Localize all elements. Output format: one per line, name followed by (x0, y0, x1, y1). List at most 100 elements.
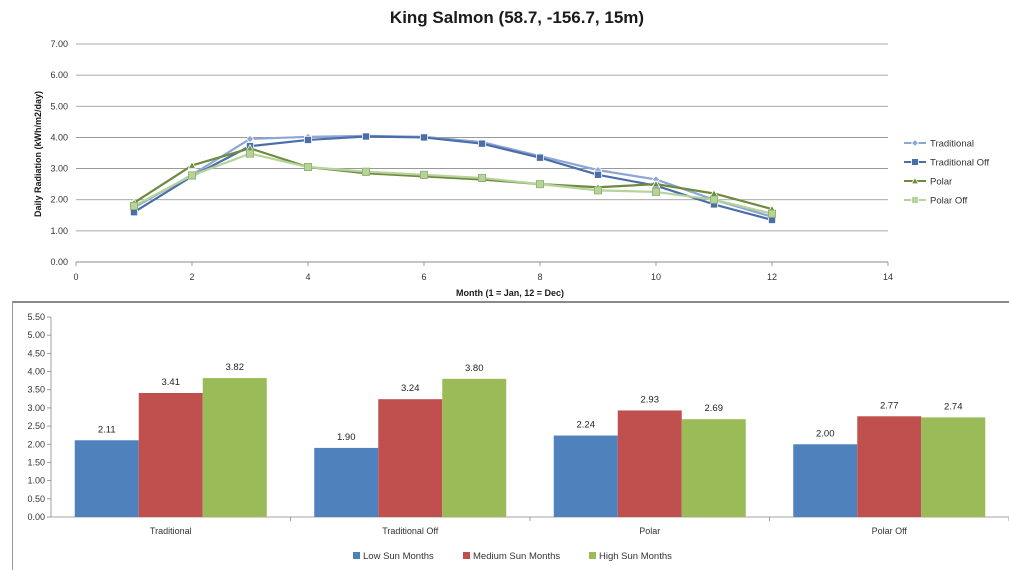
line-legend-marker (911, 158, 919, 166)
line-chart-x-axis-label: Month (1 = Jan, 12 = Dec) (456, 288, 564, 298)
bar-chart-category-label: Traditional (150, 526, 192, 536)
line-legend-entry: Traditional (904, 139, 974, 150)
bar-data-label: 2.00 (816, 428, 835, 439)
line-data-point (536, 153, 545, 162)
bar (442, 378, 507, 517)
bar-legend-swatch (589, 552, 596, 559)
line-data-point (768, 209, 777, 218)
bar-chart-y-tick-label: 1.00 (27, 476, 45, 486)
line-chart-y-tick-label: 4.00 (50, 132, 68, 142)
bar (681, 419, 746, 517)
line-data-point (710, 195, 719, 204)
line-chart-x-tick-label: 14 (883, 272, 893, 282)
line-data-point (419, 133, 428, 142)
bar-data-label: 3.41 (162, 377, 181, 388)
line-chart-y-tick-label: 3.00 (50, 164, 68, 174)
line-data-point (303, 135, 312, 144)
bar (857, 416, 922, 517)
bar (138, 393, 203, 517)
bar-data-label: 2.74 (944, 401, 963, 412)
line-data-point (652, 187, 661, 196)
line-legend-label: Traditional Off (930, 158, 989, 169)
bar-chart-y-tick-label: 3.00 (27, 403, 45, 413)
bar (202, 378, 267, 517)
bar-legend-entry: Medium Sun Months (463, 551, 560, 562)
line-legend-label: Traditional (930, 139, 974, 150)
bar (378, 399, 443, 517)
line-data-point (594, 186, 603, 195)
line-data-point (477, 173, 486, 182)
line-data-point (187, 161, 197, 169)
bar-chart-category-label: Polar Off (872, 526, 908, 536)
bar-chart-y-tick-label: 2.50 (27, 421, 45, 431)
line-data-point (536, 180, 545, 189)
bar-chart-bars: 2.11 3.41 3.82 1.90 3.24 3.80 2.24 2.93 2.69 2.00… (74, 362, 986, 517)
bar-chart: 0.00 0.50 1.00 1.50 2.00 2.50 3.00 3.50 4.00 4.50… (12, 301, 1009, 570)
line-chart-x-ticks: 0 2 4 6 8 10 12 14 (73, 262, 893, 282)
line-chart-legend: Traditional Traditional Off Polar Polar Off (904, 139, 989, 207)
line-data-point (651, 179, 661, 188)
line-series-2 (129, 143, 777, 213)
line-chart-title: King Salmon (58.7, -156.7, 15m) (390, 8, 644, 27)
line-chart-x-tick-label: 0 (73, 272, 78, 282)
bar-chart-category-label: Polar (639, 526, 660, 536)
bar-chart-category-label: Traditional Off (382, 526, 439, 536)
bar-chart-y-tick-label: 4.50 (27, 348, 45, 358)
line-data-point (361, 132, 370, 141)
line-series-path (133, 147, 773, 211)
bar-legend-entry: Low Sun Months (353, 551, 434, 562)
bar-chart-y-tick-label: 5.50 (27, 312, 45, 322)
bar (314, 447, 379, 517)
line-chart-y-tick-label: 7.00 (50, 39, 68, 49)
bar-data-label: 2.77 (880, 400, 899, 411)
line-chart-y-tick-label: 0.00 (50, 257, 68, 267)
bar-data-label: 2.11 (98, 424, 116, 435)
bar-data-label: 3.80 (465, 363, 484, 374)
line-legend-marker (910, 176, 920, 185)
bar-data-label: 2.69 (705, 403, 724, 414)
bar-legend-entry: High Sun Months (589, 551, 672, 562)
bar-chart-legend: Low Sun Months Medium Sun Months High Sun … (353, 551, 672, 562)
line-data-point (361, 167, 370, 176)
line-chart-series (129, 131, 777, 224)
line-chart-y-ticks: 0.00 1.00 2.00 3.00 4.00 5.00 6.00 7.00 (50, 39, 68, 267)
line-data-point (245, 149, 254, 158)
line-data-point (187, 171, 196, 180)
line-chart-y-axis-label: Daily Radiation (kWh/m2/day) (33, 91, 43, 217)
bar (793, 444, 858, 517)
line-chart-y-tick-label: 5.00 (50, 101, 68, 111)
line-legend-entry: Traditional Off (904, 158, 989, 169)
line-chart-x-tick-label: 6 (421, 272, 426, 282)
bar (553, 435, 618, 517)
line-chart: King Salmon (58.7, -156.7, 15m) 0.00 1.00… (33, 8, 989, 298)
bar-legend-label: High Sun Months (599, 551, 672, 562)
bar-data-label: 3.82 (226, 362, 245, 373)
line-legend-marker (911, 139, 919, 147)
line-chart-x-tick-label: 12 (767, 272, 777, 282)
line-data-point (303, 163, 312, 172)
line-chart-y-tick-label: 1.00 (50, 226, 68, 236)
line-chart-y-tick-label: 2.00 (50, 195, 68, 205)
line-data-point (129, 201, 138, 210)
bar-chart-y-tick-label: 2.00 (27, 439, 45, 449)
bar-data-label: 2.24 (577, 420, 596, 431)
line-legend-entry: Polar (904, 177, 952, 188)
line-data-point (477, 139, 486, 148)
line-data-point (419, 170, 428, 179)
bar-data-label: 2.93 (641, 394, 660, 405)
bar (921, 417, 986, 517)
line-series-3 (129, 149, 777, 218)
line-chart-x-tick-label: 2 (189, 272, 194, 282)
bar-chart-category-labels: Traditional Traditional Off Polar Polar Off (150, 517, 1009, 536)
line-chart-x-tick-label: 10 (651, 272, 661, 282)
bar-chart-y-tick-label: 0.50 (27, 494, 45, 504)
line-legend-entry: Polar Off (904, 196, 968, 207)
line-legend-marker (911, 196, 919, 204)
line-chart-x-tick-label: 4 (305, 272, 310, 282)
bar-legend-swatch (463, 552, 470, 559)
bar-chart-y-tick-label: 0.00 (27, 512, 45, 522)
bar-chart-y-tick-label: 3.50 (27, 385, 45, 395)
line-series-path (133, 152, 773, 215)
